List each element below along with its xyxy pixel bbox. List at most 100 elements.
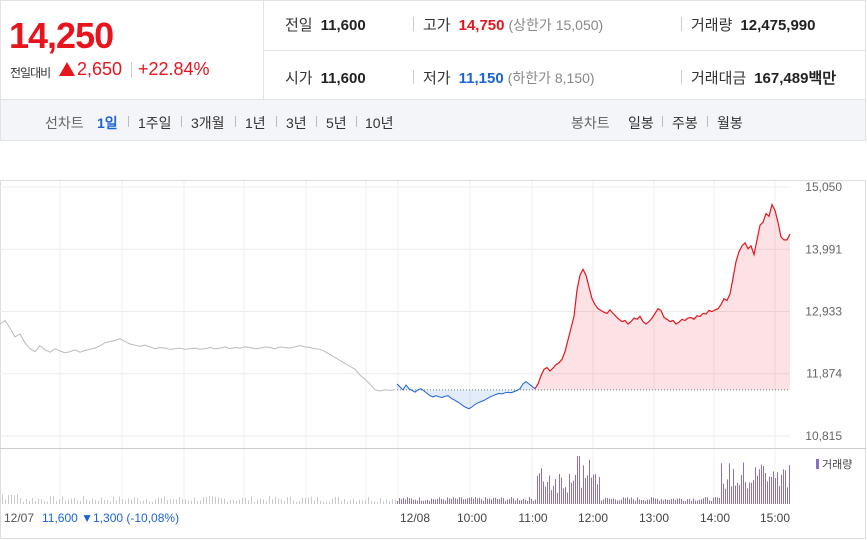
tab-monthly[interactable]: 월봉 xyxy=(717,115,743,131)
volume-bar xyxy=(593,474,594,504)
volume-bar xyxy=(463,499,464,504)
volume-bar xyxy=(537,475,538,504)
volume-bar xyxy=(559,473,560,504)
prev-day-date: 12/07 xyxy=(4,511,35,525)
volume-bar xyxy=(647,499,648,504)
volume-bar xyxy=(407,497,408,504)
tab-3y[interactable]: 3년 xyxy=(286,115,307,131)
volume-bar xyxy=(653,497,654,504)
volume-bar xyxy=(56,501,57,504)
volume-bar xyxy=(86,499,87,504)
tab-3m[interactable]: 3개월 xyxy=(191,115,225,131)
tab-1w[interactable]: 1주일 xyxy=(138,115,172,131)
volume-bar xyxy=(435,499,436,504)
volume-bar xyxy=(605,497,606,504)
volume-bar xyxy=(675,500,676,504)
volume-bar xyxy=(14,495,15,504)
low-label: 저가 xyxy=(423,70,451,87)
volume-bar xyxy=(789,465,790,504)
x-tick-label: 12:00 xyxy=(578,511,608,525)
volume-bar xyxy=(445,500,446,504)
volume-bar xyxy=(565,487,566,504)
volume-bar xyxy=(509,499,510,504)
volume-bar xyxy=(421,500,422,504)
volume-bar xyxy=(551,490,552,504)
volume-bar xyxy=(765,472,766,504)
volume-bar xyxy=(581,487,582,504)
volume-bar xyxy=(242,497,243,504)
volume-bar xyxy=(71,498,72,504)
volume-bar xyxy=(209,496,210,504)
volume-bar xyxy=(617,500,618,504)
volume-bar xyxy=(725,488,726,504)
volume-bar xyxy=(194,497,195,504)
volume-bar xyxy=(344,499,345,504)
price-chart[interactable]: 15,050 13,991 12,933 11,874 10,815 12/08 10:0… xyxy=(0,140,867,540)
prev-day-summary: 11,600 ▼1,300 (-10,08%) xyxy=(42,511,180,525)
volume-bar xyxy=(314,500,315,504)
volume-bar xyxy=(53,496,54,504)
volume-bar xyxy=(449,498,450,504)
volume-bar xyxy=(701,499,702,504)
volume-bar xyxy=(713,497,714,504)
volume-bar xyxy=(751,482,752,504)
volume-bar xyxy=(503,498,504,504)
tab-daily[interactable]: 일봉 xyxy=(628,115,654,131)
divider xyxy=(707,116,708,127)
volume-bar xyxy=(561,477,562,504)
volume-bar xyxy=(505,500,506,504)
divider xyxy=(276,116,277,127)
volume-bar xyxy=(299,501,300,504)
volume-bar xyxy=(122,499,123,504)
volume-bar xyxy=(699,499,700,504)
divider xyxy=(681,70,682,84)
volume-bar xyxy=(597,484,598,504)
volume-bar xyxy=(182,499,183,504)
volume-bar xyxy=(507,499,508,504)
y-tick-label: 10,815 xyxy=(805,429,842,443)
x-tick-label: 12/08 xyxy=(400,511,430,525)
volume-bar xyxy=(173,499,174,504)
volume-bar xyxy=(737,482,738,504)
volume-bar xyxy=(563,488,564,504)
x-tick-label: 13:00 xyxy=(639,511,669,525)
volume-bar xyxy=(248,500,249,504)
volume-bar xyxy=(547,481,548,504)
tab-1d[interactable]: 1일 xyxy=(97,115,118,131)
volume-bar xyxy=(553,486,554,504)
amount-label: 거래대금 xyxy=(691,70,747,87)
volume-bar xyxy=(631,497,632,504)
divider xyxy=(181,116,182,127)
volume-bar xyxy=(341,501,342,504)
volume-bar xyxy=(245,497,246,504)
volume-bar xyxy=(767,481,768,504)
tab-weekly[interactable]: 주봉 xyxy=(672,115,698,131)
volume-bar xyxy=(723,483,724,504)
volume-bar xyxy=(272,499,273,504)
volume-bar xyxy=(729,463,730,504)
divider xyxy=(128,116,129,127)
volume-bar xyxy=(284,501,285,504)
volume-bar xyxy=(477,498,478,504)
tab-5y[interactable]: 5년 xyxy=(326,115,347,131)
volume-bar xyxy=(77,500,78,504)
volume-bar xyxy=(403,498,404,504)
volume-bar xyxy=(531,498,532,504)
volume-bar xyxy=(320,500,321,504)
volume-bar xyxy=(149,501,150,504)
volume-bar xyxy=(302,497,303,504)
volume-bar xyxy=(176,499,177,504)
tab-10y[interactable]: 10년 xyxy=(365,115,394,131)
volume-bar xyxy=(467,498,468,504)
tab-1y[interactable]: 1년 xyxy=(245,115,266,131)
prev-close-label: 전일 xyxy=(285,17,313,34)
volume-bar xyxy=(667,499,668,504)
volume-bar xyxy=(613,498,614,504)
volume-bar xyxy=(188,500,189,504)
volume-bar xyxy=(501,497,502,504)
volume-bar xyxy=(657,498,658,504)
volume-bar xyxy=(221,498,222,504)
y-tick-label: 12,933 xyxy=(805,304,842,318)
volume-bar xyxy=(615,499,616,504)
volume-bar xyxy=(451,499,452,504)
